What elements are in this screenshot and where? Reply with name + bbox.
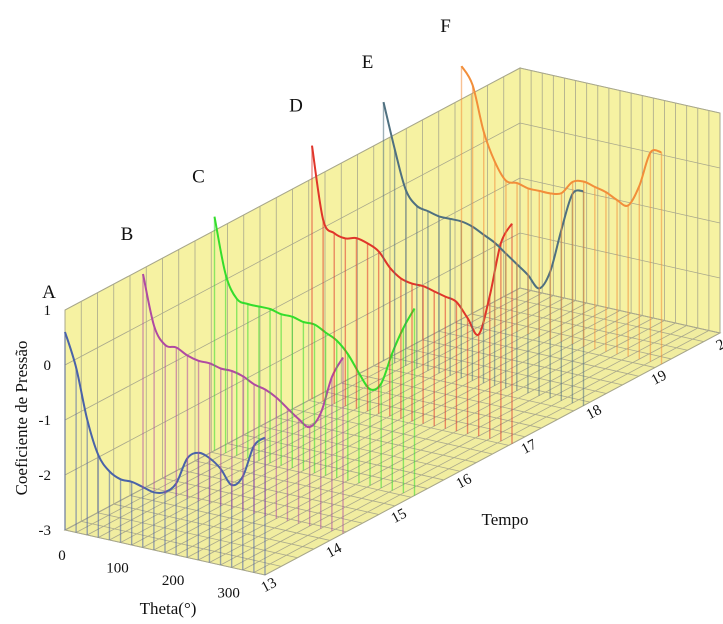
x-tick-label: 300 [217, 586, 240, 602]
y-axis-label: Tempo [482, 510, 529, 529]
floor-gridline-theta [209, 320, 665, 563]
floor-gridline-theta [264, 332, 721, 576]
z-tick-label: -3 [39, 523, 52, 539]
y-tick-label: 18 [584, 402, 605, 423]
series-line-B [142, 273, 344, 429]
x-axis-label: Theta(°) [140, 599, 197, 618]
x-tick-label: 100 [106, 561, 129, 577]
series-line-D [311, 145, 513, 336]
y-tick-label: 19 [649, 367, 670, 388]
z-tick-label: 0 [44, 358, 52, 374]
series-C [213, 216, 416, 496]
y-tick-label: 13 [259, 575, 280, 596]
floor-gridline-theta [253, 330, 710, 573]
series-F [460, 65, 663, 365]
series-label-B: B [121, 224, 134, 245]
z-tick-label: 1 [44, 303, 52, 319]
z-tick-label: -2 [39, 468, 52, 484]
back-wall-gridline-z [519, 67, 721, 114]
x-tick-label: 0 [58, 548, 66, 564]
left-wall-gridline-z [64, 67, 521, 311]
floor-gridline-theta [220, 322, 676, 566]
series-label-C: C [192, 167, 205, 188]
x-tick-label: 200 [162, 573, 185, 589]
floor-gridline-theta [231, 325, 687, 568]
back-wall-gridline-z [519, 232, 721, 279]
back-wall-gridline-z [519, 122, 721, 169]
series-label-D: D [289, 96, 303, 117]
series-B [142, 273, 344, 534]
chart-series [64, 65, 663, 575]
floor-gridline-theta [242, 327, 698, 571]
z-tick-label: -1 [39, 413, 52, 429]
y-tick-label: 17 [519, 436, 540, 457]
series-line-C [213, 216, 416, 391]
y-tick-label: 14 [324, 540, 345, 561]
back-wall-gridline-z [519, 287, 721, 334]
series-label-A: A [42, 282, 56, 303]
y-tick-label: 20 [714, 333, 723, 354]
y-tick-label: 15 [389, 506, 410, 527]
floor-gridline-theta [198, 317, 654, 561]
y-tick-label: 16 [454, 471, 475, 492]
left-wall-gridline-z [64, 122, 521, 366]
back-wall-gridline-z [519, 177, 721, 224]
z-axis-label: Coeficiente de Pressão [12, 341, 31, 496]
series-letter-labels: A B C D E F [42, 16, 451, 303]
series-label-E: E [362, 52, 374, 73]
series-line-F [460, 65, 662, 207]
chart-tick-labels: 1 0 -1 -2 -3 0 100 200 300 13 14 15 16 17 18 19 20 [39, 303, 723, 602]
series-label-F: F [440, 16, 451, 37]
